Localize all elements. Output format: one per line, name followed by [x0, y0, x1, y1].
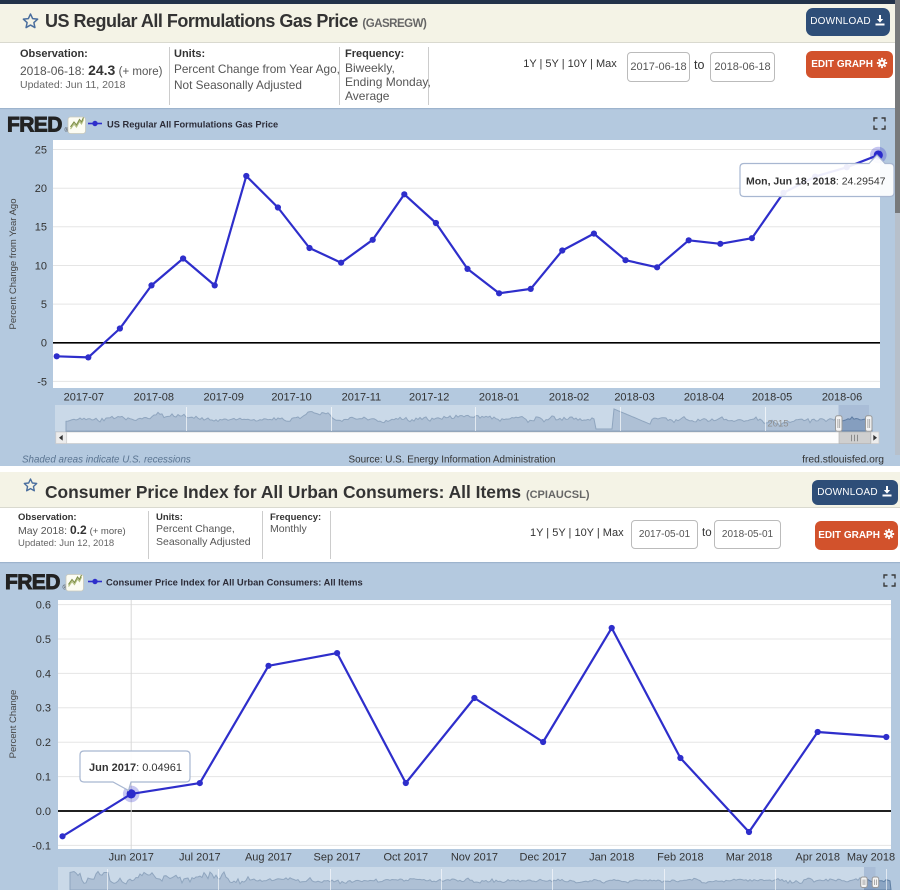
svg-text:Percent Change: Percent Change [8, 690, 19, 759]
svg-text:Shaded areas indicate U.S. rec: Shaded areas indicate U.S. recessions [22, 455, 191, 466]
svg-text:0.1: 0.1 [36, 772, 51, 784]
svg-text:Percent Change from Year Ago: Percent Change from Year Ago [8, 199, 19, 330]
svg-text:2018-03: 2018-03 [614, 392, 654, 404]
svg-text:FRED: FRED [7, 114, 62, 137]
svg-text:0.5: 0.5 [36, 634, 51, 646]
svg-text:Feb 2018: Feb 2018 [657, 852, 703, 864]
svg-text:0: 0 [41, 338, 47, 350]
svg-text:0.6: 0.6 [36, 600, 51, 612]
svg-text:Jun 2017: 0.04961: Jun 2017: 0.04961 [89, 762, 182, 774]
svg-text:Dec 2017: Dec 2017 [520, 852, 567, 864]
svg-text:2018-01: 2018-01 [479, 392, 519, 404]
svg-text:®: ® [63, 585, 68, 592]
svg-text:fred.stlouisfed.org: fred.stlouisfed.org [802, 455, 884, 466]
svg-text:Jul 2017: Jul 2017 [179, 852, 221, 864]
svg-text:0.0: 0.0 [36, 806, 51, 818]
svg-text:2017-07: 2017-07 [64, 392, 104, 404]
svg-text:Consumer Price Index for All U: Consumer Price Index for All Urban Consu… [106, 577, 363, 588]
svg-text:5: 5 [41, 299, 47, 311]
svg-text:Apr 2018: Apr 2018 [795, 852, 840, 864]
svg-text:FRED: FRED [5, 571, 60, 594]
svg-text:Mon, Jun 18, 2018: 24.29547: Mon, Jun 18, 2018: 24.29547 [746, 176, 886, 188]
svg-text:Aug 2017: Aug 2017 [245, 852, 292, 864]
svg-text:2018-04: 2018-04 [684, 392, 724, 404]
svg-text:-5: -5 [37, 376, 47, 388]
svg-text:Sep 2017: Sep 2017 [314, 852, 361, 864]
svg-text:0.4: 0.4 [36, 668, 51, 680]
svg-text:Jun 2017: Jun 2017 [109, 852, 154, 864]
svg-text:2018-02: 2018-02 [549, 392, 589, 404]
svg-text:15: 15 [35, 222, 47, 234]
svg-text:Oct 2017: Oct 2017 [383, 852, 428, 864]
svg-text:2017-09: 2017-09 [204, 392, 244, 404]
svg-text:2018-05: 2018-05 [752, 392, 792, 404]
svg-text:0.3: 0.3 [36, 703, 51, 715]
svg-text:10: 10 [35, 260, 47, 272]
svg-text:20: 20 [35, 183, 47, 195]
svg-text:Mar 2018: Mar 2018 [726, 852, 772, 864]
svg-text:2018-06: 2018-06 [822, 392, 862, 404]
svg-text:-0.1: -0.1 [32, 840, 51, 852]
svg-text:0.2: 0.2 [36, 737, 51, 749]
svg-text:25: 25 [35, 144, 47, 156]
svg-text:®: ® [65, 127, 70, 134]
svg-text:2017-10: 2017-10 [271, 392, 311, 404]
svg-text:2017-08: 2017-08 [134, 392, 174, 404]
svg-text:2017-12: 2017-12 [409, 392, 449, 404]
svg-text:Nov 2017: Nov 2017 [451, 852, 498, 864]
svg-text:2017-11: 2017-11 [342, 392, 382, 404]
svg-text:Jan 2018: Jan 2018 [589, 852, 634, 864]
svg-text:May 2018: May 2018 [847, 852, 895, 864]
svg-text:Source: U.S. Energy Informatio: Source: U.S. Energy Information Administ… [349, 455, 556, 466]
svg-text:2015: 2015 [767, 419, 788, 430]
svg-text:US Regular All Formulations Ga: US Regular All Formulations Gas Price [107, 120, 278, 130]
